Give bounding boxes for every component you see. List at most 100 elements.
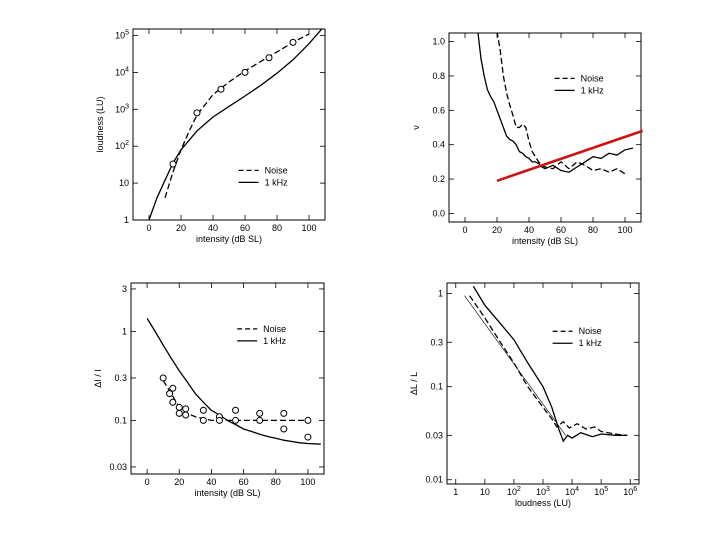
x-tick-label-exponent: 5: [604, 486, 608, 493]
x-tick-label: 40: [206, 477, 216, 487]
y-tick-label: 105: [115, 29, 129, 40]
x-tick-label: 100: [300, 477, 315, 487]
data-point: [193, 109, 201, 117]
y-axis-title: loudness (LU): [95, 96, 105, 152]
series-group: [477, 33, 634, 175]
plot-frame: [132, 28, 326, 221]
x-tick-label: 103: [536, 486, 550, 497]
legend-label: 1 kHz: [263, 336, 287, 346]
data-point: [289, 38, 297, 46]
data-point: [256, 409, 264, 417]
y-tick-label: 0.1: [114, 415, 127, 425]
x-tick-label: 100: [617, 225, 632, 235]
series-group: [148, 29, 323, 220]
series-1-khz: [477, 33, 634, 173]
data-point: [241, 68, 249, 76]
y-tick-label: 0.03: [425, 430, 443, 440]
x-tick-label-base: 10: [536, 487, 546, 497]
data-point: [199, 416, 207, 424]
data-point: [232, 406, 240, 414]
legend-label: 1 kHz: [265, 177, 289, 187]
x-tick-label: 10: [480, 487, 490, 497]
y-axis-title: ΔI / I: [93, 369, 103, 388]
data-point: [182, 405, 190, 413]
data-point: [304, 416, 312, 424]
y-tick-label: 0.2: [432, 174, 445, 184]
data-point: [169, 384, 177, 392]
x-tick-label-base: 10: [507, 487, 517, 497]
data-point: [175, 409, 183, 417]
x-tick-label: 40: [208, 223, 218, 233]
x-tick-label-exponent: 4: [575, 486, 579, 493]
x-tick-label: 105: [594, 486, 608, 497]
x-tick-label-exponent: 2: [517, 486, 521, 493]
y-tick-label: 0.01: [425, 475, 443, 485]
x-tick-label: 0: [145, 477, 150, 487]
legend-label: Noise: [265, 165, 288, 175]
legend-label: 1 kHz: [579, 338, 603, 348]
series-noise: [496, 33, 626, 175]
series-noise: [469, 295, 626, 436]
series-reference: [464, 295, 566, 436]
legend-label: Noise: [581, 73, 604, 83]
y-tick-label-base: 10: [115, 30, 125, 40]
x-tick-label: 20: [492, 225, 502, 235]
chart-nu: 0 20 40 60 80 100 0.0 0.2 0.4 0.6 0.8 1.0 intensity …: [411, 32, 644, 246]
x-tick-label: 100: [301, 223, 316, 233]
data-point: [232, 416, 240, 424]
legend-label: Noise: [579, 326, 602, 336]
legend-label: 1 kHz: [581, 85, 605, 95]
data-point: [280, 425, 288, 433]
x-tick-label-base: 10: [594, 487, 604, 497]
data-point: [215, 416, 223, 424]
data-point: [280, 409, 288, 417]
y-tick-label-base: 10: [115, 104, 125, 114]
y-tick-label-base: 10: [119, 178, 129, 188]
x-tick-label-base: 1: [453, 487, 458, 497]
x-tick-label-base: 10: [480, 487, 490, 497]
y-tick-label: 1: [438, 289, 443, 299]
y-tick-label: 0.6: [432, 105, 445, 115]
legend-label: Noise: [263, 324, 286, 334]
x-tick-label: 60: [239, 477, 249, 487]
legend: Noise 1 kHz: [237, 324, 287, 346]
y-tick-label-base: 10: [115, 67, 125, 77]
data-point: [169, 398, 177, 406]
series-1-khz: [146, 318, 321, 445]
y-tick-label: 1: [122, 326, 127, 336]
x-tick-label-base: 10: [623, 487, 633, 497]
x-tick-label: 60: [556, 225, 566, 235]
x-axis-title: intensity (dB SL): [194, 488, 260, 498]
y-tick-label: 10: [119, 178, 129, 188]
x-tick-label: 0: [146, 223, 151, 233]
data-point: [166, 390, 174, 398]
x-tick-label: 40: [524, 225, 534, 235]
y-tick-label-exponent: 3: [125, 103, 129, 110]
y-tick-label-exponent: 5: [125, 29, 129, 36]
plot-frame: [446, 282, 640, 485]
y-tick-label: 0.1: [430, 382, 443, 392]
y-tick-label: 0.0: [432, 208, 445, 218]
y-tick-label: 104: [115, 66, 129, 77]
y-tick-label-base: 10: [115, 141, 125, 151]
x-tick-label-base: 10: [565, 487, 575, 497]
y-tick-label-base: 1: [124, 215, 129, 225]
legend: Noise 1 kHz: [554, 73, 605, 95]
y-tick-label-exponent: 4: [125, 66, 129, 73]
x-tick-label: 20: [176, 223, 186, 233]
x-tick-label: 0: [462, 225, 467, 235]
y-tick-label: 0.3: [430, 337, 443, 347]
y-tick-label: 0.4: [432, 140, 445, 150]
series-group: [464, 285, 628, 443]
data-point: [199, 406, 207, 414]
chart-jnd: 0 20 40 60 80 100 0.03 0.1 0.3 1 3 intensity (dB SL…: [93, 282, 325, 498]
x-axis-title: loudness (LU): [515, 498, 571, 508]
x-tick-label: 1: [453, 487, 458, 497]
x-axis-title: intensity (dB SL): [512, 236, 578, 246]
y-tick-label: 0.3: [114, 373, 127, 383]
x-tick-label: 80: [588, 225, 598, 235]
data-point: [217, 85, 225, 93]
x-tick-label: 60: [240, 223, 250, 233]
